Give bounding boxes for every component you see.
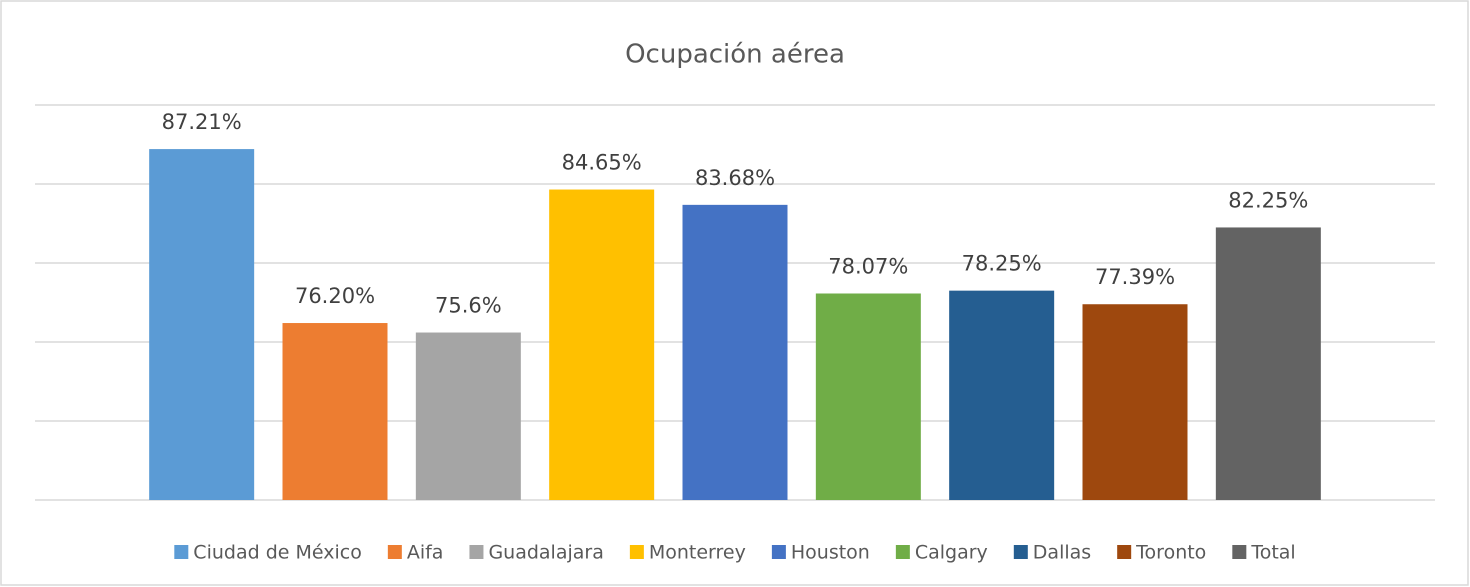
legend-label: Dallas [1033,542,1091,564]
legend-label: Total [1250,542,1295,564]
legend-swatch [1232,545,1247,559]
bar [1215,227,1321,500]
data-label: 87.21% [162,110,242,134]
bar [282,323,388,500]
legend-swatch [771,545,786,559]
data-label: 76.20% [295,284,375,308]
data-label: 78.25% [962,252,1042,276]
legend-label: Guadalajara [488,542,603,564]
legend-swatch [469,545,484,559]
legend-label: Aifa [407,542,444,564]
legend-swatch [1117,545,1132,559]
data-label: 82.25% [1228,188,1308,212]
data-label: 75.6% [435,294,502,318]
legend-swatch [895,545,910,559]
legend-swatch [174,545,189,559]
bar [549,189,655,500]
legend-label: Toronto [1135,542,1206,564]
data-label: 83.68% [695,166,775,190]
chart-title: Ocupación aérea [625,40,845,70]
legend-label: Monterrey [649,542,746,564]
data-label: 84.65% [562,151,642,175]
bar [149,149,255,500]
data-label: 77.39% [1095,265,1175,289]
legend-label: Calgary [915,542,988,564]
bar [949,290,1055,500]
data-label: 78.07% [828,254,908,278]
bar [815,293,921,500]
legend-swatch [387,545,402,559]
legend-label: Ciudad de México [193,542,362,564]
bar [682,204,788,500]
legend-swatch [1013,545,1028,559]
bar [415,332,521,500]
legend-label: Houston [791,542,870,564]
bar [1082,304,1188,500]
legend-swatch [629,545,644,559]
